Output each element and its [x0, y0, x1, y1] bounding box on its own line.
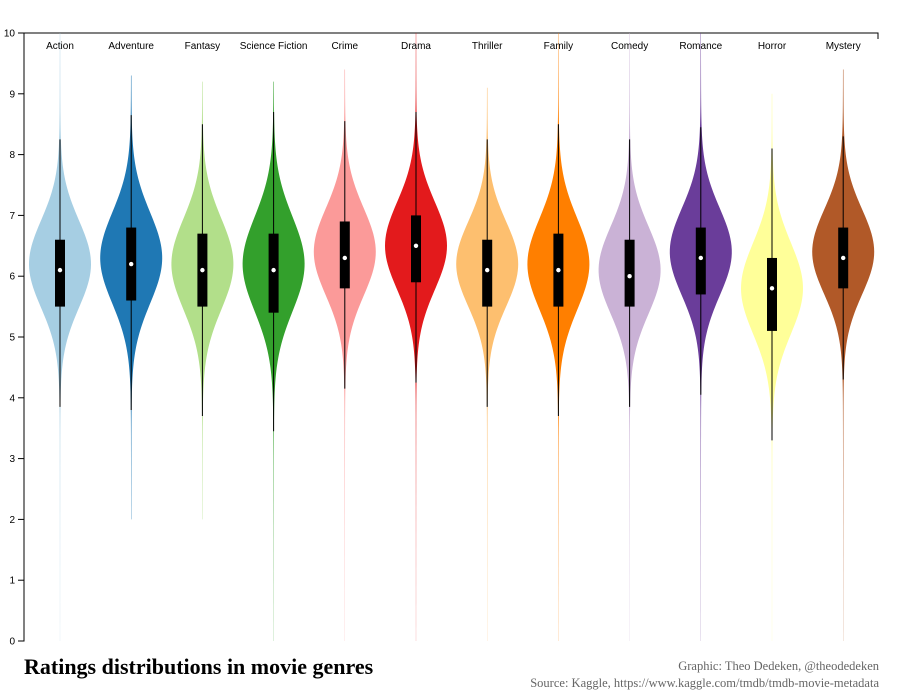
median-dot — [769, 286, 775, 291]
y-tick-label: 7 — [9, 211, 15, 222]
genre-label: Romance — [679, 41, 722, 52]
median-dot — [556, 267, 561, 273]
violin-chart: 0 1 2 3 4 5 6 7 8 9 10 Action Adventure Fantasy Scien… — [4, 29, 879, 648]
violin — [242, 81, 305, 641]
median-dot — [698, 255, 703, 261]
median-dot — [485, 267, 490, 273]
median-dot — [271, 267, 276, 273]
violin — [741, 93, 803, 642]
genre-label: Fantasy — [185, 41, 221, 52]
genre-label: Mystery — [826, 41, 861, 52]
y-tick-label: 9 — [9, 89, 15, 100]
y-tick-label: 10 — [4, 29, 16, 40]
y-tick-label: 8 — [9, 150, 15, 161]
iqr-box — [268, 233, 279, 313]
y-tick-label: 4 — [9, 393, 15, 404]
violin — [598, 33, 661, 641]
genre-label: Drama — [401, 41, 431, 52]
violin — [812, 69, 875, 642]
violin — [527, 33, 590, 641]
genre-label: Horror — [758, 41, 787, 52]
iqr-box — [767, 257, 777, 331]
genre-label: Thriller — [472, 41, 503, 52]
violin — [171, 81, 234, 520]
genre-label: Action — [46, 41, 74, 52]
iqr-box — [482, 239, 493, 307]
iqr-box — [339, 221, 350, 289]
genre-label: Adventure — [108, 41, 154, 52]
y-tick-label: 0 — [9, 637, 15, 648]
iqr-box — [695, 227, 706, 295]
median-dot — [342, 255, 347, 261]
violin — [313, 69, 376, 642]
credit-graphic: Graphic: Theo Dedeken, @theodedeken — [678, 659, 879, 673]
median-dot — [841, 255, 846, 261]
genre-label: Science Fiction — [240, 41, 308, 52]
y-tick-label: 2 — [9, 515, 15, 526]
median-dot — [57, 267, 63, 273]
y-axis: 0 1 2 3 4 5 6 7 8 9 10 — [4, 29, 879, 648]
median-dot — [413, 243, 419, 248]
y-tick-label: 6 — [9, 272, 15, 283]
genre-label: Crime — [331, 41, 358, 52]
genre-labels: Action Adventure Fantasy Science Fiction Cri… — [46, 41, 861, 52]
violin — [29, 33, 91, 641]
violin — [385, 33, 447, 641]
median-dot — [129, 261, 134, 267]
violin — [100, 75, 163, 520]
iqr-box — [624, 239, 635, 307]
violin — [669, 33, 732, 641]
credits: Graphic: Theo Dedeken, @theodedeken Sour… — [530, 658, 879, 692]
median-dot — [200, 267, 205, 273]
violins-group — [29, 33, 875, 642]
y-tick-label: 1 — [9, 576, 15, 587]
genre-label: Comedy — [611, 41, 648, 52]
violin — [456, 87, 519, 642]
y-tick-label: 5 — [9, 333, 15, 344]
iqr-box — [411, 215, 421, 283]
y-tick-label: 3 — [9, 454, 15, 465]
chart-title: Ratings distributions in movie genres — [24, 654, 374, 679]
genre-label: Family — [544, 41, 573, 52]
iqr-box — [55, 239, 65, 307]
credit-source: Source: Kaggle, https://www.kaggle.com/t… — [530, 676, 879, 690]
top-axis-line — [24, 32, 879, 39]
median-dot — [627, 274, 632, 279]
